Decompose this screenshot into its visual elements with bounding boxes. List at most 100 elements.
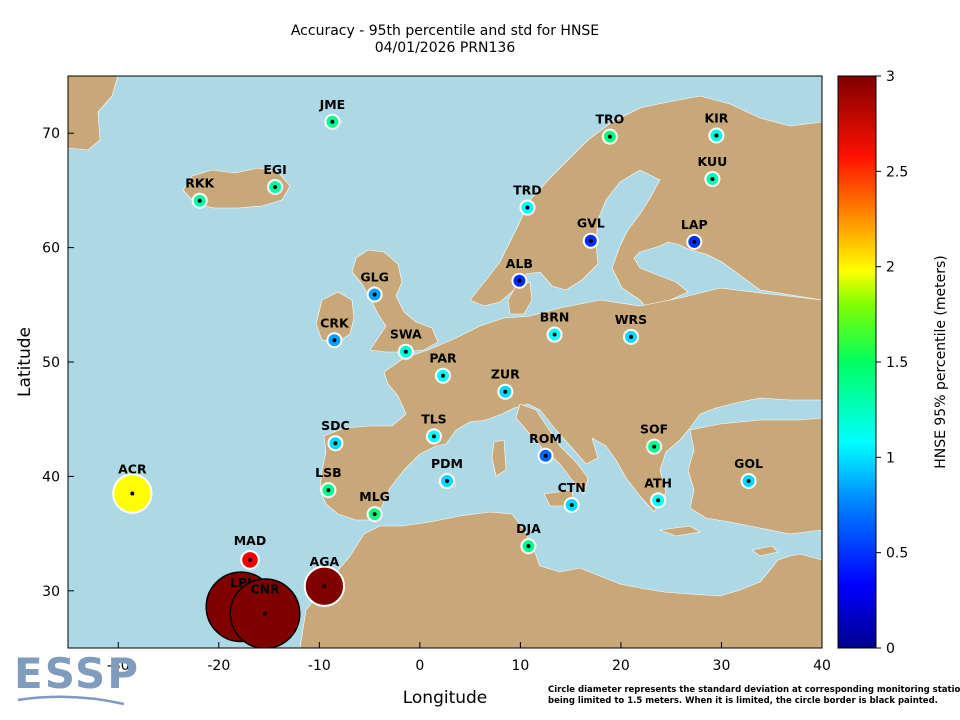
station-aga: AGA — [303, 554, 346, 607]
station-dot — [403, 349, 408, 354]
station-dot — [714, 133, 719, 138]
station-lsb: LSB — [315, 465, 342, 499]
station-dot — [569, 503, 574, 507]
station-label: LSB — [315, 465, 342, 480]
station-pdm: PDM — [431, 456, 463, 489]
station-kuu: KUU — [698, 154, 728, 187]
station-sdc: SDC — [321, 418, 350, 452]
x-tick-label: 30 — [713, 658, 731, 674]
sardinia-landmass — [491, 439, 507, 477]
colorbar-tick-label: 0.5 — [886, 546, 908, 562]
station-dot — [273, 184, 278, 189]
map-area: LPICNRAGAACRMADTRORKKKIRKUUEGILSBMLGJMET… — [68, 76, 822, 648]
station-dot — [322, 584, 327, 589]
x-tick-label: 0 — [415, 658, 424, 674]
station-rom: ROM — [529, 431, 562, 464]
station-dot — [263, 611, 268, 616]
ireland-landmass — [315, 291, 355, 343]
greenland-landmass — [68, 76, 119, 151]
station-label: SWA — [390, 327, 422, 342]
station-dot — [372, 512, 377, 517]
station-dot — [517, 278, 522, 283]
colorbar — [837, 75, 877, 649]
station-dot — [692, 239, 697, 244]
crete-landmass — [659, 525, 701, 537]
colorbar-label: HNSE 95% percentile (meters) — [933, 255, 949, 469]
station-dot — [588, 238, 593, 243]
station-jme: JME — [319, 97, 346, 130]
station-label: TRO — [595, 112, 624, 127]
colorbar-tick-label: 1.5 — [886, 355, 908, 371]
chart-title: Accuracy - 95th percentile and std for H… — [291, 23, 599, 39]
station-glg: GLG — [360, 270, 389, 303]
station-acr: ACR — [112, 462, 153, 514]
x-tick-label: 40 — [813, 658, 831, 674]
station-tro: TRO — [595, 112, 624, 145]
station-ath: ATH — [644, 475, 672, 509]
station-tls: TLS — [421, 411, 447, 445]
station-label: PAR — [429, 351, 457, 366]
station-gol: GOL — [734, 456, 763, 489]
station-label: BRN — [540, 310, 570, 325]
land-masses — [68, 76, 822, 648]
station-label: KUU — [698, 154, 728, 169]
station-label: CRK — [320, 315, 350, 330]
station-dot — [330, 119, 335, 124]
station-dot — [440, 373, 445, 378]
station-mad: MAD — [234, 533, 267, 570]
station-label: DJA — [516, 521, 541, 536]
station-crk: CRK — [320, 315, 350, 349]
station-cnr: CNR — [229, 578, 301, 648]
station-label: AGA — [310, 554, 340, 569]
station-label: KIR — [704, 110, 728, 125]
station-dot — [503, 389, 508, 394]
station-label: TLS — [421, 411, 447, 426]
station-dot — [607, 134, 612, 139]
station-dot — [710, 176, 715, 181]
station-label: WRS — [615, 312, 647, 327]
y-tick-label: 40 — [42, 469, 60, 485]
station-dja: DJA — [516, 521, 541, 555]
essp-logo: ESSP — [14, 649, 140, 698]
station-kir: KIR — [704, 110, 729, 144]
x-tick-label: -30 — [107, 658, 130, 674]
x-axis-ticks: -30 -20 -10 0 10 20 30 40 — [107, 642, 831, 674]
y-axis-ticks: 30 40 50 60 70 — [42, 126, 74, 600]
colorbar-tick-label: 0 — [886, 641, 895, 657]
north-africa-landmass — [299, 511, 822, 648]
y-tick-label: 30 — [42, 584, 60, 600]
x-axis-label: Longitude — [403, 688, 488, 708]
y-tick-label: 70 — [42, 126, 60, 142]
great-britain-landmass — [351, 249, 439, 353]
x-tick-label: -10 — [308, 658, 331, 674]
italy-landmass — [515, 403, 589, 495]
scandinavia-landmass — [469, 95, 822, 313]
station-label: MLG — [359, 489, 390, 504]
station-brn: BRN — [540, 310, 570, 343]
station-label: ZUR — [491, 367, 520, 382]
station-label: MAD — [234, 533, 267, 548]
station-dot — [526, 544, 531, 549]
station-label: TRD — [513, 183, 542, 198]
station-label: LAP — [681, 217, 708, 232]
anatolia-landmass — [687, 417, 822, 535]
station-mlg: MLG — [359, 489, 390, 523]
station-dot — [525, 205, 530, 210]
x-tick-label: 10 — [511, 658, 529, 674]
station-dot — [197, 198, 202, 203]
station-label: PDM — [431, 456, 463, 471]
colorbar-tick-label: 2 — [886, 260, 895, 276]
chart-subtitle: 04/01/2026 PRN136 — [375, 40, 516, 56]
station-dot — [656, 498, 661, 503]
station-par: PAR — [429, 351, 457, 384]
station-egi: EGI — [263, 162, 287, 195]
station-label: SOF — [640, 422, 668, 437]
station-label: GLG — [360, 270, 389, 285]
station-dot — [372, 292, 377, 297]
station-label: JME — [319, 97, 346, 112]
y-tick-label: 50 — [42, 355, 60, 371]
station-label: GOL — [734, 456, 763, 471]
station-label: CTN — [558, 480, 586, 495]
station-dot — [628, 334, 633, 339]
